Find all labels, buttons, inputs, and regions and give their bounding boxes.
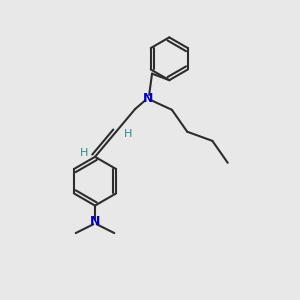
Text: H: H [80, 148, 88, 158]
Text: N: N [142, 92, 153, 105]
Text: N: N [90, 215, 100, 228]
Text: H: H [124, 129, 132, 139]
